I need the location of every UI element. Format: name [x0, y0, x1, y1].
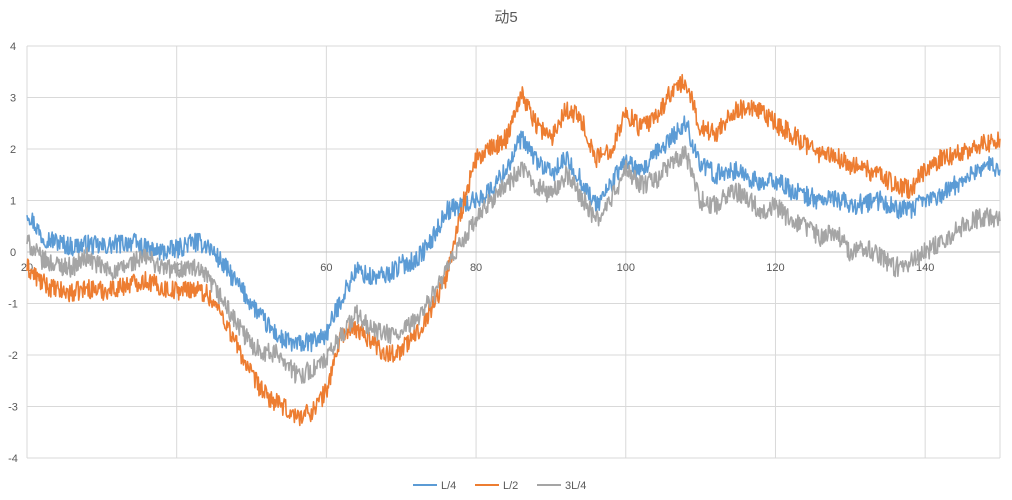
y-tick-label: 3: [10, 93, 16, 105]
x-tick-label: 60: [320, 262, 332, 274]
series-line-2: [26, 73, 1001, 427]
legend-label: 3L/4: [565, 480, 586, 492]
legend-label: L/2: [503, 480, 518, 492]
y-tick-label: 0: [10, 247, 16, 259]
legend-item: L/2: [475, 480, 518, 492]
series-line-3: [26, 145, 1001, 384]
series-line-1: [26, 115, 1001, 353]
legend-item: L/4: [413, 480, 456, 492]
series-lines: [26, 73, 1001, 427]
x-tick-label: 140: [916, 262, 934, 274]
y-tick-label: -4: [8, 453, 18, 465]
y-tick-label: 4: [10, 41, 16, 53]
chart-title: 动5: [494, 9, 517, 26]
legend-item: 3L/4: [537, 480, 586, 492]
y-tick-label: -2: [8, 350, 18, 362]
y-tick-label: -3: [8, 402, 18, 414]
legend-label: L/4: [441, 480, 456, 492]
y-tick-label: 2: [10, 144, 16, 156]
legend: L/4 L/2 3L/4: [413, 480, 586, 492]
x-tick-label: 120: [766, 262, 784, 274]
x-tick-label: 80: [470, 262, 482, 274]
y-tick-label: -1: [8, 299, 18, 311]
x-tick-label: 100: [617, 262, 635, 274]
y-tick-label: 1: [10, 196, 16, 208]
